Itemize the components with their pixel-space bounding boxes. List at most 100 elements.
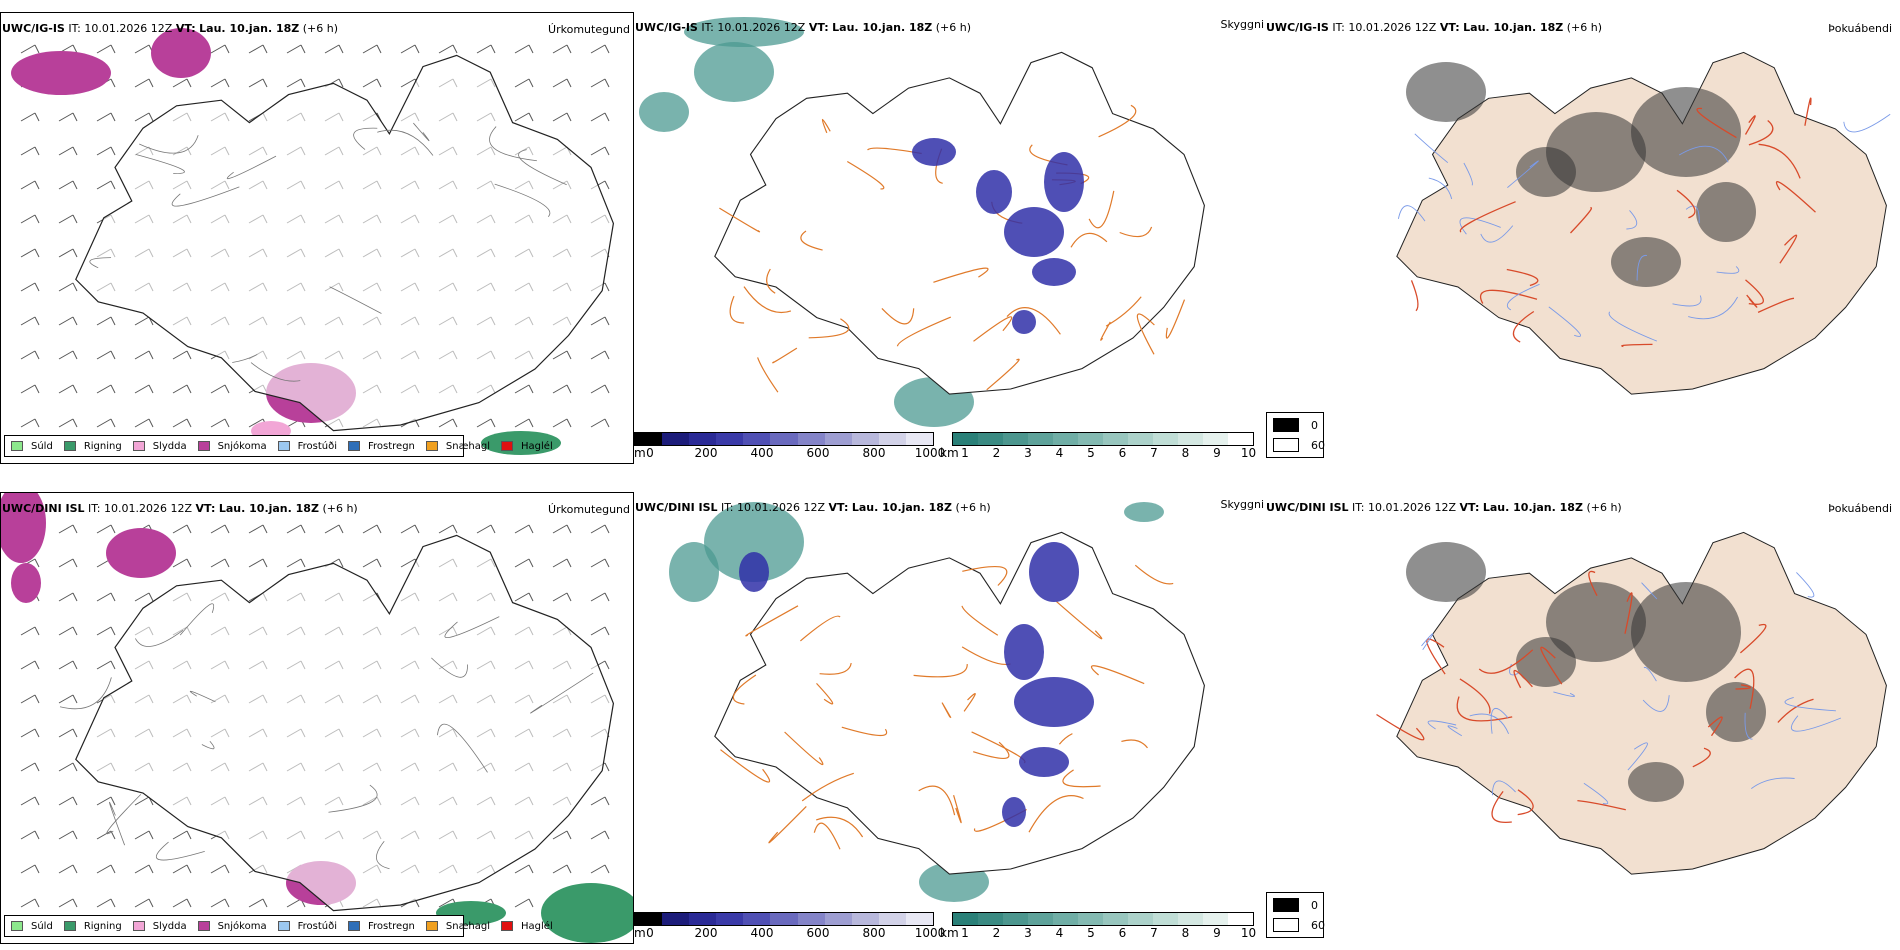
wind-barb — [552, 384, 572, 394]
precip-type-panel-row2: UWC/DINI ISL IT: 10.01.2026 12Z VT: Lau.… — [0, 492, 634, 944]
iceland-coastline — [75, 534, 615, 912]
wind-barb — [96, 830, 116, 840]
road — [918, 785, 956, 816]
river — [1447, 725, 1463, 737]
river — [1553, 691, 1575, 697]
wind-barb — [248, 44, 268, 54]
road — [784, 731, 824, 766]
legend-swatch — [63, 441, 76, 451]
road — [732, 674, 757, 705]
wind-barb — [20, 728, 40, 738]
colorbar-tick: 600 — [806, 926, 830, 940]
map-header: UWC/DINI ISL IT: 10.01.2026 12Z VT: Lau.… — [1266, 501, 1622, 514]
legend-label: Haglél — [521, 440, 553, 452]
precip-type-map — [1, 493, 633, 943]
river — [1583, 782, 1609, 805]
panel-title-precip: Úrkomutegund — [548, 23, 630, 36]
iceland-coastline — [1396, 531, 1887, 875]
river — [1414, 133, 1449, 164]
colorbar-tick: 5 — [1087, 926, 1095, 940]
colorbar-tick: 7 — [1150, 446, 1158, 460]
colorbar-tick: 10 — [1240, 446, 1257, 460]
road — [89, 257, 112, 269]
fog-indicator-area — [1696, 182, 1756, 242]
road — [109, 802, 126, 846]
wind-barb — [172, 384, 192, 394]
river — [1397, 205, 1426, 222]
legend-label: 0 — [1311, 418, 1318, 432]
wind-barb — [286, 558, 306, 568]
river — [1427, 720, 1457, 730]
wind-barb — [514, 44, 534, 54]
legend-item: Rigning — [63, 921, 122, 932]
road — [1478, 649, 1534, 674]
wind-barb — [324, 524, 344, 534]
river — [1627, 742, 1648, 771]
very-low-visibility-area — [1012, 310, 1036, 334]
fog-panel-row1: UWC/IG-IS IT: 10.01.2026 12Z VT: Lau. 10… — [1266, 12, 1900, 464]
precip-area — [481, 431, 561, 455]
colorbar-tick: 4 — [1055, 926, 1064, 940]
road — [494, 183, 551, 217]
river — [1421, 633, 1434, 650]
low-visibility-area — [704, 502, 804, 582]
colorbar-unit: m — [634, 446, 646, 460]
colorbar-tick: 0 — [646, 926, 654, 940]
road — [232, 354, 258, 363]
legend-item: Rigning — [63, 441, 122, 452]
road — [1056, 601, 1103, 640]
legend-label: Frostregn — [368, 440, 415, 452]
road — [530, 672, 594, 714]
fog-indicator-area — [1706, 682, 1766, 742]
wind-barb — [20, 248, 40, 258]
wind-barb — [134, 592, 154, 602]
road — [720, 749, 771, 783]
map-header: UWC/DINI ISL IT: 10.01.2026 12Z VT: Lau.… — [2, 502, 358, 515]
road — [1513, 669, 1533, 689]
colorbar-tick: 7 — [1150, 926, 1158, 940]
very-low-visibility-area — [1014, 677, 1094, 727]
road — [1779, 234, 1798, 264]
wind-barb — [552, 592, 572, 602]
wind-barb — [172, 864, 192, 874]
precip-area — [151, 28, 211, 78]
legend-label: Frostúði — [297, 920, 337, 932]
road — [1070, 232, 1108, 248]
road — [1512, 310, 1535, 343]
road — [719, 207, 761, 233]
legend-swatch — [11, 441, 23, 451]
very-low-visibility-area — [976, 170, 1012, 214]
wind-barb — [20, 214, 40, 224]
road — [1062, 769, 1101, 788]
river — [1843, 113, 1891, 133]
visibility-panel-row2: UWC/DINI ISL IT: 10.01.2026 12Z VT: Lau.… — [634, 492, 1266, 944]
legend-label: Haglél — [521, 920, 553, 932]
wind-barb — [514, 558, 534, 568]
colorbar-tick: 600 — [806, 446, 830, 460]
wind-barb — [514, 112, 534, 122]
precip-type-legend: Súld Rigning Slydda Snjókoma Frostúði Frostre… — [4, 915, 553, 937]
wind-barb — [248, 78, 268, 88]
colorbar-tick: 10 — [1240, 926, 1257, 940]
wind-barb — [58, 384, 78, 394]
road — [1745, 279, 1764, 305]
wind-barb — [324, 44, 344, 54]
wind-barb — [20, 316, 40, 326]
road — [1028, 795, 1084, 833]
iceland-coastline — [75, 54, 615, 432]
road — [135, 154, 185, 175]
visibility-legend: m 0 200 400 600 800 1000 km 1 2 3 4 5 6 7 8 9 10 — [634, 912, 1266, 942]
iceland-coastline — [1396, 51, 1887, 395]
visibility-map — [669, 502, 1205, 902]
legend-item: Snjókoma — [197, 441, 267, 452]
road — [816, 682, 834, 705]
wind-barb — [210, 44, 230, 54]
road — [201, 740, 215, 750]
legend-swatch — [277, 921, 290, 931]
legend-item: Súld — [11, 921, 53, 932]
road — [189, 690, 216, 703]
road — [743, 286, 792, 314]
road — [444, 616, 500, 639]
very-low-visibility-area — [1002, 797, 1026, 827]
road — [1098, 104, 1137, 138]
